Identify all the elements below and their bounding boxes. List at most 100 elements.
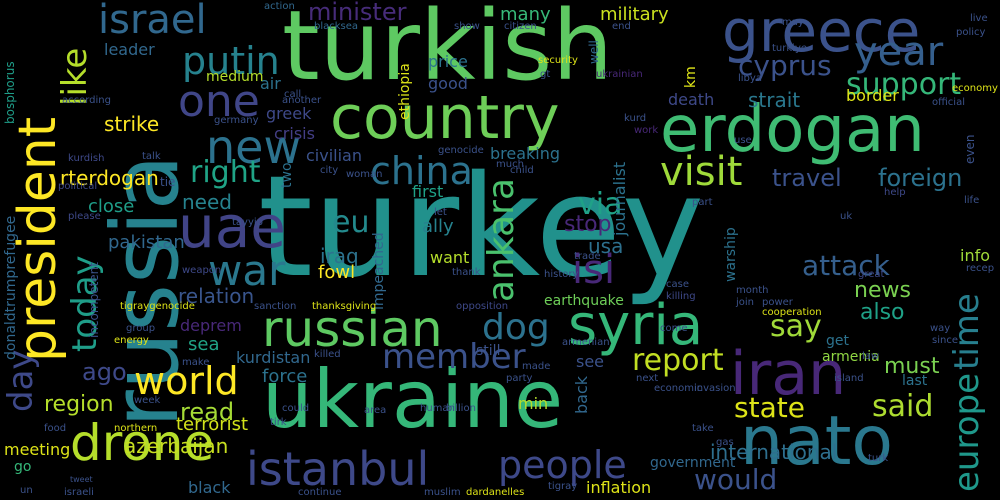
word-much: much (496, 159, 524, 170)
word-turk: turk (868, 453, 889, 464)
word-rterdogan: rterdogan (60, 166, 159, 190)
word-report: report (632, 343, 724, 378)
word-ethiopia: ethiopia (397, 63, 413, 120)
word-need: need (182, 190, 232, 214)
word-part: part (692, 197, 713, 208)
word-inflation: inflation (586, 478, 652, 497)
word-food: food (44, 423, 67, 434)
word-strike: strike (104, 112, 160, 136)
word-libya: libya (738, 73, 762, 84)
word-bosphorus: bosphorus (3, 61, 17, 124)
word-let: let (434, 207, 447, 218)
word-killed: killed (314, 349, 341, 360)
word-genocide: genocide (438, 145, 484, 156)
word-region: region (44, 392, 114, 417)
word-force: force (262, 366, 308, 387)
word-germany: germany (214, 115, 259, 126)
word-travel: travel (772, 164, 842, 192)
word-un: un (20, 485, 33, 496)
word-must: must (884, 354, 940, 379)
word-country: country (330, 83, 560, 153)
word-uae: uae (178, 193, 286, 261)
word-northern: northern (114, 423, 158, 434)
word-please: please (68, 211, 101, 222)
word-said: said (872, 389, 934, 424)
word-isi: isi (572, 247, 616, 293)
word-tirk: tirk (270, 417, 287, 428)
word-use: use (734, 135, 752, 146)
word-russian: russian (262, 300, 443, 358)
word-relation: relation (178, 284, 255, 308)
word-billion: billion (446, 403, 476, 414)
word-eu: eu (332, 205, 370, 240)
word-turkiye: turkiye (772, 43, 808, 54)
word-end: end (612, 21, 631, 32)
word-child: child (510, 165, 534, 176)
word-armenia: armenia (822, 349, 880, 365)
word-last: last (902, 373, 928, 389)
word-political: political (58, 181, 98, 192)
word-iraq: iraq (320, 244, 359, 268)
word-would: would (694, 463, 778, 496)
word-another: another (282, 95, 322, 106)
word-case: case (666, 279, 689, 290)
word-trade: trade (574, 251, 601, 262)
word-iran: iran (730, 339, 847, 409)
word-visit: visit (660, 149, 743, 195)
word-next: next (636, 373, 659, 384)
word-people: people (498, 443, 627, 487)
word-great: great (858, 269, 885, 280)
word-help: help (884, 187, 906, 198)
word-opposition: opposition (456, 301, 509, 312)
word-greece: greece (722, 0, 921, 65)
word-president: president (8, 116, 68, 362)
word-meeting: meeting (4, 440, 71, 459)
word-deprem: deprem (180, 316, 242, 335)
word-life: life (964, 195, 980, 206)
word-area: area (364, 405, 387, 416)
word-israeli: israeli (64, 487, 94, 498)
word-donaldtrumprefugee: donaldtrumprefugee (3, 215, 19, 360)
word-kurdistan: kurdistan (236, 348, 311, 367)
word-many: many (500, 4, 551, 25)
word-well: well (587, 40, 601, 64)
word-according: according (62, 95, 111, 106)
word-stop: stop (564, 212, 612, 237)
word-state: state (734, 391, 805, 424)
word-ally: ally (422, 216, 454, 237)
word-civilian: civilian (306, 146, 362, 165)
word-ukrainian: ukrainian (596, 69, 643, 80)
word-month: month (736, 285, 769, 296)
word-europe: europe (947, 373, 987, 492)
word-want: want (430, 248, 470, 267)
word-news: news (854, 278, 911, 303)
word-cooperation: cooperation (762, 307, 822, 318)
word-recep: recep (966, 263, 995, 274)
word-uk: uk (840, 211, 853, 222)
word-also: also (860, 300, 905, 325)
word-weapon: weapon (182, 265, 222, 276)
word-government: government (650, 455, 736, 471)
word-get: get (826, 333, 849, 349)
word-cyprus: cyprus (738, 49, 832, 82)
word-tigraygenocide: tigraygenocide (120, 301, 195, 312)
word-sea: sea (188, 334, 220, 355)
word-first: first (412, 182, 444, 201)
word-time: time (947, 293, 987, 370)
word-military: military (600, 4, 669, 25)
word-one: one (178, 76, 260, 127)
word-ankara: ankara (481, 177, 522, 302)
word-dog: dog (482, 307, 550, 348)
word-take: take (692, 423, 714, 434)
word-turkey: turkey (258, 146, 705, 309)
word-border: border (846, 86, 899, 105)
word-kurd: kurd (624, 113, 647, 124)
word-say: say (770, 309, 822, 344)
word-make: make (182, 357, 210, 368)
word-nato: nato (740, 402, 894, 481)
word-member: member (382, 337, 526, 377)
word-tigray: tigray (548, 481, 578, 492)
word-official: official (932, 97, 965, 108)
word-tayyip: tayyip (232, 217, 264, 228)
